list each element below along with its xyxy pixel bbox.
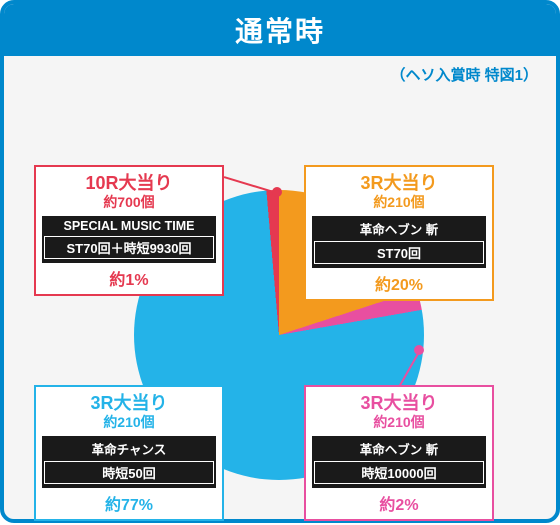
box-3r-20: 3R大当り 約210個 革命ヘブン 斬 ST70回 約20%: [304, 165, 494, 301]
box-pct: 約77%: [42, 491, 216, 515]
box-3r-2: 3R大当り 約210個 革命ヘブン 斬 時短10000回 約2%: [304, 385, 494, 521]
band-inner: ST70回＋時短9930回: [44, 236, 214, 259]
chart-frame: 通常時 （ヘソ入賞時 特図1） 10R大当り 約700個 SPECIAL MUS…: [0, 0, 560, 523]
box-band: SPECIAL MUSIC TIME ST70回＋時短9930回: [42, 216, 216, 263]
box-band: 革命ヘブン 斬 時短10000回: [312, 436, 486, 488]
header-title: 通常時: [235, 10, 325, 50]
leader-dot: [414, 345, 424, 355]
header-bar: 通常時: [4, 4, 556, 56]
chart-area: 10R大当り 約700個 SPECIAL MUSIC TIME ST70回＋時短…: [4, 85, 556, 525]
subheader: （ヘソ入賞時 特図1）: [4, 56, 556, 85]
box-10r: 10R大当り 約700個 SPECIAL MUSIC TIME ST70回＋時短…: [34, 165, 224, 296]
band-top: 革命ヘブン 斬: [314, 439, 484, 458]
box-pct: 約2%: [312, 491, 486, 515]
box-subtitle: 約210個: [312, 192, 486, 212]
band-top: 革命ヘブン 斬: [314, 219, 484, 238]
band-top: SPECIAL MUSIC TIME: [44, 219, 214, 233]
box-title: 3R大当り: [312, 173, 486, 194]
box-title: 3R大当り: [312, 393, 486, 414]
band-inner: 時短50回: [44, 461, 214, 484]
box-title: 3R大当り: [42, 393, 216, 414]
leader-line: [223, 176, 277, 194]
band-top: 革命チャンス: [44, 439, 214, 458]
box-band: 革命チャンス 時短50回: [42, 436, 216, 488]
box-pct: 約1%: [42, 266, 216, 290]
leader-dot: [272, 187, 282, 197]
box-title: 10R大当り: [42, 173, 216, 194]
box-3r-77: 3R大当り 約210個 革命チャンス 時短50回 約77%: [34, 385, 224, 521]
box-band: 革命ヘブン 斬 ST70回: [312, 216, 486, 268]
band-inner: ST70回: [314, 241, 484, 264]
box-subtitle: 約210個: [312, 412, 486, 432]
box-subtitle: 約700個: [42, 192, 216, 212]
box-subtitle: 約210個: [42, 412, 216, 432]
band-inner: 時短10000回: [314, 461, 484, 484]
box-pct: 約20%: [312, 271, 486, 295]
